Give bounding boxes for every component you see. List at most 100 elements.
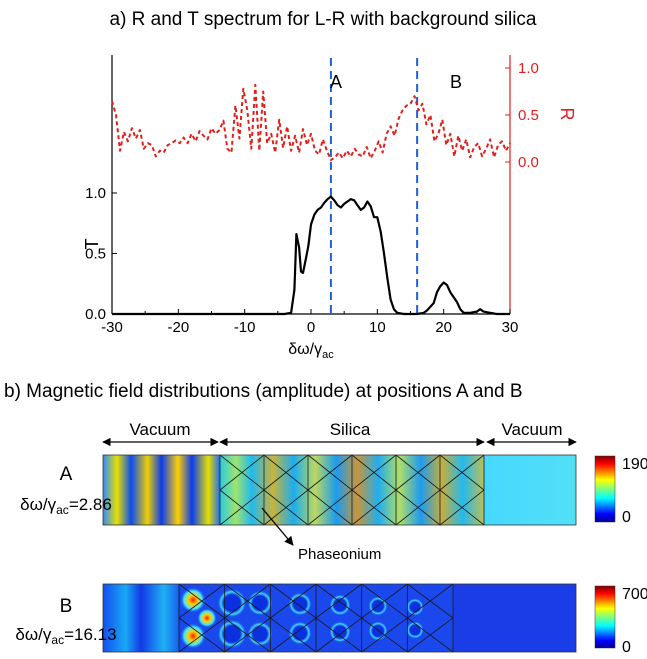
x-tick-label: 20 [435, 319, 452, 336]
right-axis-ticks: 0.0 0.5 1.0 [505, 60, 539, 171]
row-a-label: A [60, 464, 73, 485]
lattice-edge [178, 617, 225, 653]
x-axis-ticks: -30 -20 -10 0 10 20 30 [101, 309, 518, 336]
region-label-vacuum-left: Vacuum [129, 420, 190, 439]
field-hotspot [180, 623, 206, 649]
region-label-silica: Silica [330, 420, 371, 439]
row-a-freq-value: =2.86 [69, 495, 112, 514]
left-axis-ticks: 0.0 0.5 1.0 [85, 185, 117, 323]
x-axis-label: δω/γac [288, 341, 334, 361]
lattice-edge [315, 617, 362, 653]
x-tick-label: 10 [369, 319, 386, 336]
lattice-edge [263, 489, 309, 526]
field-b-vacuum-right [453, 584, 576, 652]
field-a-frame [102, 454, 577, 526]
lattice-edge [270, 617, 317, 653]
lattice-triangle [439, 454, 485, 526]
field-b-vacuum-left [103, 584, 179, 652]
field-ring [368, 621, 388, 641]
left-axis-label: T [82, 239, 102, 250]
left-tick-label: 1.0 [85, 185, 106, 202]
x-tick-label: 30 [502, 319, 519, 336]
x-tick-label: -10 [234, 319, 256, 336]
lattice-edge [270, 583, 317, 619]
row-b-freq-prefix: δω/γ [15, 625, 51, 644]
colorbar-b: 700 0 [594, 585, 647, 656]
lattice-edge [351, 489, 397, 526]
field-ring [217, 588, 247, 618]
row-b-frequency: δω/γac=16.13 [15, 625, 116, 647]
field-ring [247, 590, 273, 616]
marker-lines [329, 58, 419, 314]
lattice-edge [395, 454, 441, 491]
lattice-edge [219, 454, 265, 491]
lattice-edge [439, 489, 485, 526]
field-map-b [102, 583, 577, 653]
field-a-vacuum-right [484, 455, 576, 525]
field-ring [406, 598, 424, 616]
panel-b-title: b) Magnetic field distributions (amplitu… [4, 381, 523, 402]
colorbar-b-min: 0 [622, 639, 631, 656]
right-tick-label: 0.5 [518, 107, 539, 124]
field-ring [329, 594, 351, 616]
plot-frame [111, 55, 511, 315]
field-a-vacuum-left [103, 455, 220, 525]
lattice-edge [307, 489, 353, 526]
region-label-vacuum-right: Vacuum [501, 420, 562, 439]
right-tick-label: 1.0 [518, 60, 539, 77]
lattice-edge [263, 454, 309, 491]
lattice-edge [219, 489, 265, 526]
marker-label-b: B [450, 72, 462, 92]
colorbar-b-gradient [594, 585, 616, 649]
lattice-edge [307, 454, 353, 491]
row-a-frequency: δω/γac=2.86 [20, 495, 112, 517]
row-a-freq-sub: ac [56, 503, 69, 517]
x-tick-label: -30 [101, 319, 123, 336]
lattice-edge [361, 617, 408, 653]
field-ring [329, 621, 351, 643]
x-tick-label: -20 [167, 319, 189, 336]
field-map-a [102, 454, 577, 526]
lattice-edge [224, 617, 271, 653]
colorbar-a-gradient [594, 455, 616, 523]
t-spectrum-line [112, 195, 510, 316]
right-axis-label: R [557, 108, 577, 121]
row-b-label: B [60, 596, 73, 617]
phaseonium-label: Phaseonium [298, 546, 381, 563]
lattice-edge [361, 583, 408, 619]
lattice-triangle [407, 583, 454, 653]
row-a-freq-prefix: δω/γ [20, 495, 56, 514]
field-ring [288, 621, 312, 645]
field-hotspot [180, 587, 206, 613]
lattice-edge [224, 583, 271, 619]
colorbar-a: 190 0 [594, 455, 647, 526]
right-tick-label: 0.0 [518, 154, 539, 171]
colorbar-a-min: 0 [622, 509, 631, 526]
row-b-freq-value: =16.13 [64, 625, 116, 644]
field-ring [247, 621, 273, 647]
colorbar-b-max: 700 [622, 586, 647, 603]
lattice-b [178, 583, 454, 653]
left-tick-label: 0.5 [85, 246, 106, 263]
lattice-edge [407, 617, 454, 653]
field-hotspot [197, 608, 217, 628]
x-axis-label-main: δω/γ [288, 341, 322, 358]
r-spectrum-line [111, 83, 511, 162]
field-b-frame [102, 583, 577, 653]
lattice-edge [407, 583, 454, 619]
field-ring [288, 592, 312, 616]
marker-label-a: A [330, 72, 342, 92]
panel-a-title: a) R and T spectrum for L-R with backgro… [110, 9, 537, 30]
lattice-a [219, 454, 485, 526]
phaseonium-arrow [261, 507, 294, 546]
series-group [111, 83, 511, 316]
lattice-edge [178, 583, 225, 619]
lattice-edge [315, 583, 362, 619]
row-b-freq-sub: ac [51, 633, 64, 647]
lattice-edge [395, 489, 441, 526]
colorbar-a-max: 190 [622, 456, 647, 473]
lattice-edge [439, 454, 485, 491]
lattice-edge [351, 454, 397, 491]
left-tick-label: 0.0 [85, 306, 106, 323]
